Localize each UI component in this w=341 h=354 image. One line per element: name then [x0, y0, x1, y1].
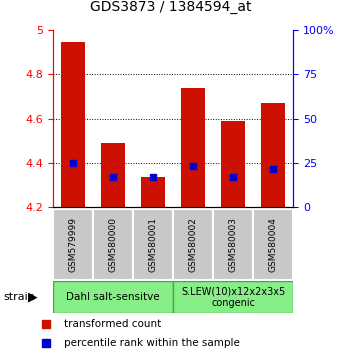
Bar [53, 281, 173, 313]
Bar [101, 143, 125, 207]
Text: GSM580001: GSM580001 [149, 217, 158, 272]
Text: percentile rank within the sample: percentile rank within the sample [64, 338, 240, 348]
Text: GSM580004: GSM580004 [269, 217, 278, 272]
Text: GSM580002: GSM580002 [189, 217, 197, 272]
Text: Dahl salt-sensitve: Dahl salt-sensitve [66, 292, 160, 302]
Text: GSM580000: GSM580000 [108, 217, 117, 272]
Bar [181, 88, 205, 207]
Bar [141, 177, 165, 207]
Bar [253, 209, 293, 280]
Bar [221, 121, 245, 207]
Text: GSM580003: GSM580003 [229, 217, 238, 272]
Bar [53, 209, 93, 280]
Text: GSM579999: GSM579999 [69, 217, 77, 272]
Text: ▶: ▶ [28, 291, 37, 304]
Text: transformed count: transformed count [64, 319, 161, 329]
Bar [261, 103, 285, 207]
Bar [133, 209, 173, 280]
Text: S.LEW(10)x12x2x3x5
congenic: S.LEW(10)x12x2x3x5 congenic [181, 286, 285, 308]
Bar [61, 42, 85, 207]
Bar [93, 209, 133, 280]
Bar [213, 209, 253, 280]
Text: GDS3873 / 1384594_at: GDS3873 / 1384594_at [90, 0, 251, 14]
Text: strain: strain [3, 292, 35, 302]
Bar [173, 281, 293, 313]
Bar [173, 209, 213, 280]
